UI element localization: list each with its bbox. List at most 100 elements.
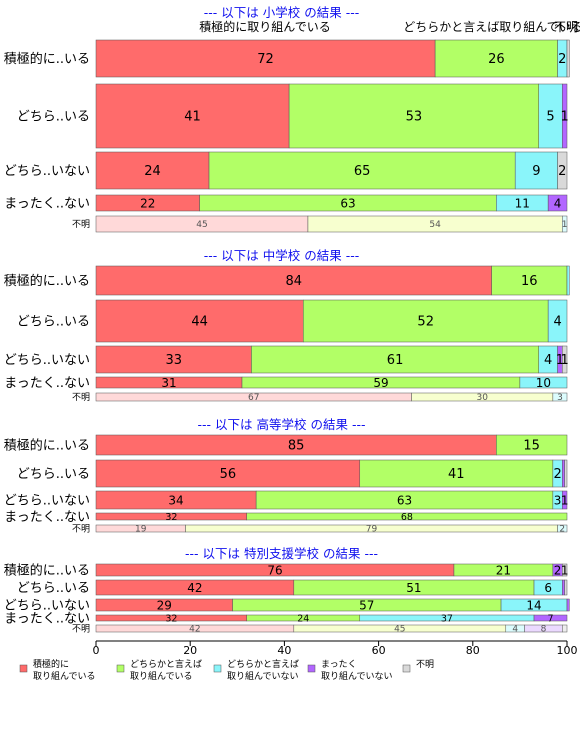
row-label: まったく..ない bbox=[4, 197, 90, 212]
legend-label: どちらかと言えば bbox=[227, 658, 299, 670]
bar-segment bbox=[533, 614, 568, 622]
data-label: 63 bbox=[340, 196, 355, 210]
data-label: 2 bbox=[558, 164, 566, 179]
row-label: 不明 bbox=[72, 624, 90, 635]
x-tick-label: 20 bbox=[183, 644, 197, 657]
bar-segment bbox=[566, 598, 570, 612]
x-tick-label: 40 bbox=[277, 644, 291, 657]
legend-label: まったく bbox=[321, 659, 357, 670]
row-label: どちら..いる bbox=[17, 315, 90, 330]
row-label: 積極的に..いる bbox=[4, 51, 90, 67]
row-label: どちら..いない bbox=[4, 353, 90, 368]
bar-segment bbox=[562, 83, 568, 149]
data-label: 56 bbox=[220, 467, 237, 482]
legend-swatch bbox=[402, 664, 411, 673]
data-label: 4 bbox=[553, 315, 561, 330]
data-label: 21 bbox=[496, 563, 511, 577]
row-label: どちら..いる bbox=[17, 467, 90, 482]
data-label: 1 bbox=[561, 110, 569, 125]
data-label: 85 bbox=[288, 439, 305, 454]
bar-segment bbox=[562, 490, 568, 510]
bar-segment bbox=[557, 524, 568, 533]
row-label: どちら..いる bbox=[17, 110, 90, 125]
legend-label: 積極的に bbox=[33, 658, 69, 670]
legend-swatch bbox=[19, 664, 28, 673]
bar-segment bbox=[95, 459, 361, 488]
top-category-label: 積極的に取り組んでいる bbox=[199, 19, 330, 34]
bar-segment bbox=[514, 151, 558, 190]
data-label: 1 bbox=[561, 353, 569, 368]
data-label: 2 bbox=[554, 563, 562, 577]
bar-segment bbox=[434, 39, 558, 78]
data-label: 84 bbox=[286, 274, 303, 289]
data-label: 4 bbox=[554, 196, 562, 210]
x-tick-label: 80 bbox=[466, 644, 480, 657]
data-label: 4 bbox=[544, 353, 552, 368]
bar-segment bbox=[562, 579, 565, 596]
legend-label: 取り組んでいる bbox=[130, 670, 193, 682]
data-label: 41 bbox=[184, 110, 201, 125]
data-label: 72 bbox=[257, 52, 274, 67]
bar-segment bbox=[251, 345, 539, 374]
data-label: 42 bbox=[187, 581, 202, 595]
group-title: --- 以下は 高等学校 の結果 --- bbox=[198, 417, 366, 432]
data-label: 68 bbox=[401, 512, 413, 523]
bar-segment bbox=[564, 459, 568, 488]
legend-label: どちらかと言えば bbox=[130, 658, 202, 670]
legend-swatch bbox=[307, 664, 316, 673]
row-label: どちら..いない bbox=[4, 599, 90, 614]
bar-segment bbox=[562, 624, 568, 633]
data-label: 37 bbox=[441, 613, 453, 624]
legend-label: 不明 bbox=[416, 659, 434, 670]
bar-segment bbox=[552, 392, 568, 402]
data-label: 54 bbox=[429, 220, 441, 230]
data-label: 52 bbox=[417, 315, 434, 330]
bar-segment bbox=[496, 434, 568, 456]
data-label: 44 bbox=[191, 315, 208, 330]
bar-segment bbox=[562, 459, 565, 488]
bar-segment bbox=[302, 299, 549, 343]
data-label: 1 bbox=[561, 493, 569, 507]
data-label: 42 bbox=[189, 625, 200, 635]
data-label: 76 bbox=[267, 563, 282, 577]
top-category-label: どちらかと言えば取り組んでいる bbox=[403, 20, 580, 34]
data-label: 51 bbox=[406, 581, 421, 595]
bar-segment bbox=[208, 151, 516, 190]
data-label: 1 bbox=[561, 563, 569, 577]
data-label: 2 bbox=[559, 525, 565, 535]
row-label: 積極的に..いる bbox=[4, 438, 90, 454]
row-label: 積極的に..いる bbox=[4, 563, 90, 579]
data-label: 14 bbox=[526, 598, 541, 612]
data-label: 32 bbox=[165, 512, 177, 523]
data-label: 67 bbox=[248, 393, 259, 403]
bar-segment bbox=[557, 151, 568, 190]
bar-segment bbox=[519, 376, 568, 389]
row-label: どちら..いない bbox=[4, 164, 90, 179]
data-label: 7 bbox=[547, 613, 553, 624]
x-tick-label: 100 bbox=[557, 644, 578, 657]
data-label: 15 bbox=[523, 439, 540, 454]
data-label: 59 bbox=[373, 376, 388, 390]
data-label: 29 bbox=[157, 598, 172, 612]
data-label: 57 bbox=[359, 598, 374, 612]
legend-swatch bbox=[116, 664, 125, 673]
row-label: まったく..ない bbox=[4, 510, 90, 525]
data-label: 6 bbox=[544, 581, 552, 595]
bar-segment bbox=[564, 579, 568, 596]
bar-segment bbox=[547, 299, 568, 343]
data-label: 45 bbox=[394, 625, 405, 635]
bar-segment bbox=[562, 563, 568, 577]
data-label: 5 bbox=[546, 110, 554, 125]
data-label: 10 bbox=[536, 376, 551, 390]
bar-segment bbox=[246, 512, 568, 521]
bar-segment bbox=[95, 83, 290, 149]
row-label: まったく..ない bbox=[4, 612, 90, 627]
bar-segment bbox=[562, 345, 568, 374]
bar-segment bbox=[566, 39, 570, 78]
data-label: 45 bbox=[196, 220, 207, 230]
data-label: 65 bbox=[354, 164, 371, 179]
data-label: 26 bbox=[488, 52, 505, 67]
x-tick-label: 0 bbox=[93, 644, 100, 657]
row-label: 積極的に..いる bbox=[4, 273, 90, 289]
